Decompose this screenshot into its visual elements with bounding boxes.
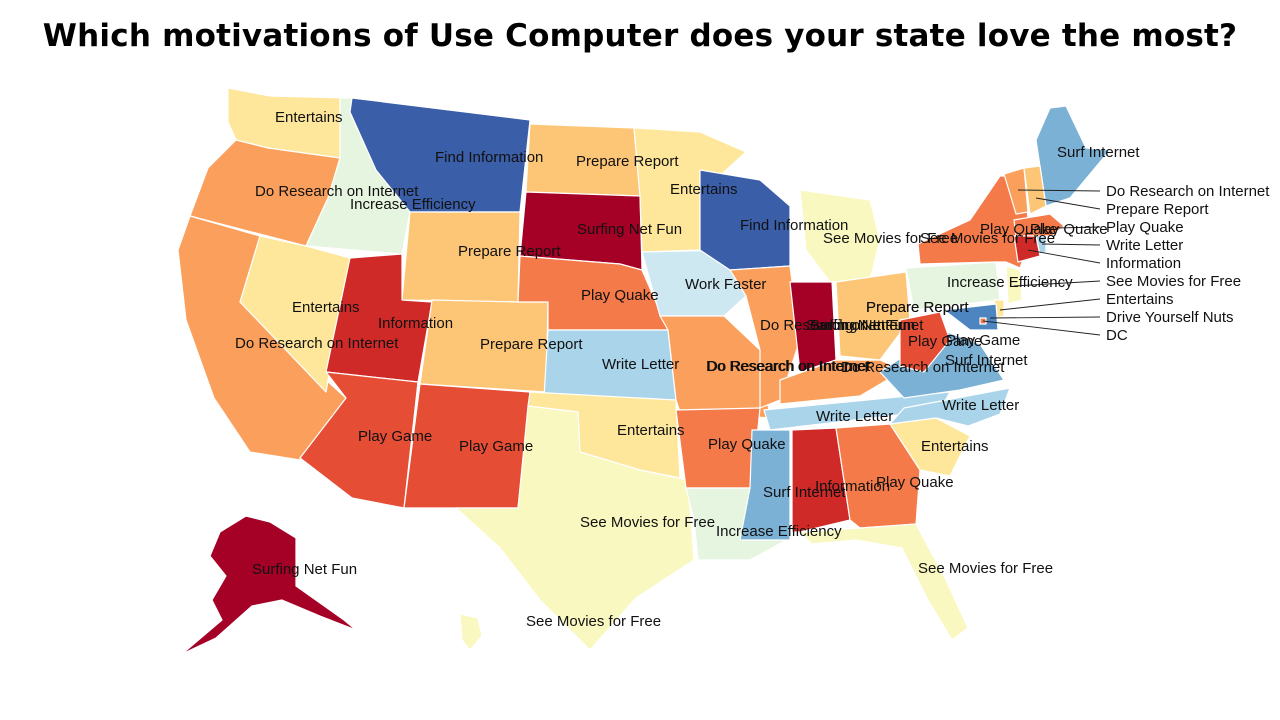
state-massachusetts [1013, 213, 1065, 237]
callout-label-maryland: Drive Yourself Nuts [1106, 309, 1234, 326]
state-label-washington: Entertains [275, 109, 343, 126]
state-label-oklahoma: Entertains [617, 422, 685, 439]
state-illinois [729, 265, 801, 409]
state-label-west-virginia: Play Game [908, 333, 982, 350]
state-label-florida: See Movies for Free [918, 560, 1053, 577]
state-label-kansas: Write Letter [602, 356, 679, 373]
extra-label-ohio-valley: Surfing Net Fun [806, 317, 911, 334]
state-label-illinois: Do Research on Internet [760, 317, 924, 334]
state-north-carolina [889, 387, 1011, 427]
state-label-iowa: Work Faster [685, 276, 766, 293]
state-label-michigan: See Movies for Free [823, 230, 958, 247]
extra-label-midwest-research: Do Research on Internet [707, 358, 871, 375]
leader-delaware [999, 298, 1101, 311]
state-label-ohio: Prepare Report [866, 299, 969, 316]
state-label-louisiana: Increase Efficiency [716, 523, 842, 540]
state-shapes [177, 87, 1111, 655]
state-label-kentucky: Do Research on Internet [841, 359, 1005, 376]
leader-rhode-island [1041, 243, 1101, 246]
state-label-massachusetts: Play Quake [1030, 221, 1108, 238]
state-label-minnesota: Entertains [670, 181, 738, 198]
state-label-new-york: See Movies for Free [920, 230, 1055, 247]
state-label-south-dakota: Surfing Net Fun [577, 221, 682, 238]
leader-new-hampshire [1035, 197, 1101, 210]
extra-label-pa-top: Play Game [946, 332, 1020, 349]
leader-connecticut [1027, 249, 1101, 264]
state-alaska [181, 515, 357, 655]
state-alabama [791, 427, 851, 533]
state-label-california: Do Research on Internet [235, 335, 399, 352]
state-label-oregon: Do Research on Internet [255, 183, 419, 200]
state-new-jersey [1005, 265, 1023, 305]
state-hawaii [459, 613, 483, 651]
state-label-wyoming: Prepare Report [458, 243, 561, 260]
callout-leaders [982, 189, 1101, 336]
state-label-north-dakota: Prepare Report [576, 153, 679, 170]
leader-vermont [1017, 189, 1101, 192]
state-ohio [835, 271, 911, 361]
state-label-colorado: Prepare Report [480, 336, 583, 353]
state-texas [455, 405, 695, 651]
state-label-utah: Information [378, 315, 453, 332]
state-label-texas: See Movies for Free [580, 514, 715, 531]
leader-new-jersey [1013, 280, 1101, 287]
state-label-maine: Surf Internet [1057, 144, 1140, 161]
state-label-hawaii: See Movies for Free [526, 613, 661, 630]
state-label-arizona: Play Game [358, 428, 432, 445]
callout-label-vermont: Do Research on Internet [1106, 183, 1270, 200]
state-label-nevada: Entertains [292, 299, 360, 316]
leader-maryland [989, 316, 1101, 319]
state-label-alaska: Surfing Net Fun [252, 561, 357, 578]
state-label-montana: Find Information [435, 149, 543, 166]
state-label-wisconsin: Find Information [740, 217, 848, 234]
callout-label-rhode-island: Write Letter [1106, 237, 1183, 254]
state-label-idaho: Increase Efficiency [350, 196, 476, 213]
callout-label-new-hampshire: Prepare Report [1106, 201, 1209, 218]
state-label-georgia: Play Quake [876, 474, 954, 491]
state-label-south-carolina: Entertains [921, 438, 989, 455]
state-mississippi [739, 429, 791, 541]
state-vermont [1003, 167, 1029, 215]
state-label-pennsylvania: Increase Efficiency [947, 274, 1073, 291]
state-connecticut [1013, 235, 1041, 263]
callout-label-new-jersey: See Movies for Free [1106, 273, 1241, 290]
state-arizona [299, 371, 419, 509]
state-florida [799, 523, 969, 641]
state-label-indiana: Surfing Net Fun [810, 317, 915, 334]
leader-district-of-columbia [982, 320, 1101, 336]
state-label-tennessee: Write Letter [816, 408, 893, 425]
state-label-missouri: Do Research on Internet [706, 358, 870, 375]
state-label-north-carolina: Write Letter [942, 397, 1019, 414]
state-label-mississippi: Surf Internet [763, 484, 846, 501]
leader-massachusetts [1055, 226, 1101, 229]
state-label-nebraska: Play Quake [581, 287, 659, 304]
extra-label-mid-atlantic-1: Prepare Report [866, 299, 969, 316]
callout-label-connecticut: Information [1106, 255, 1181, 272]
extra-label-mid-atlantic-2: Play Quake [980, 221, 1058, 238]
callout-label-district-of-columbia: DC [1106, 327, 1128, 344]
state-west-virginia [899, 311, 951, 373]
state-label-arkansas: Play Quake [708, 436, 786, 453]
map-title: Which motivations of Use Computer does y… [42, 18, 1238, 54]
state-label-virginia: Surf Internet [945, 352, 1028, 369]
callout-label-delaware: Entertains [1106, 291, 1174, 308]
state-maine [1035, 105, 1111, 207]
state-label-alabama: Information [815, 478, 890, 495]
callout-label-massachusetts: Play Quake [1106, 219, 1184, 236]
state-label-new-mexico: Play Game [459, 438, 533, 455]
